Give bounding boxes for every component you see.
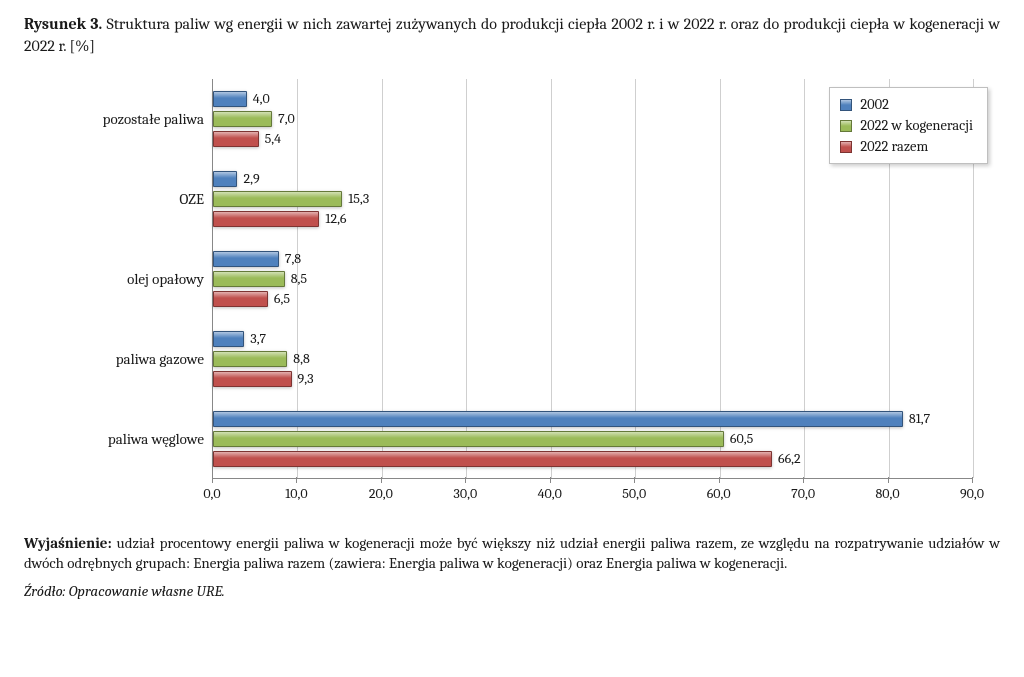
explanation: Wyjaśnienie: udział procentowy energii p… — [24, 533, 1000, 574]
bar-value-label: 7,8 — [285, 250, 301, 267]
legend-swatch — [840, 99, 852, 111]
x-tick-label: 20,0 — [369, 485, 393, 502]
bar-value-label: 4,0 — [253, 90, 270, 107]
x-tick-label: 10,0 — [285, 485, 307, 502]
legend-label: 2022 razem — [860, 138, 928, 155]
category-label: olej opałowy — [34, 270, 204, 288]
figure-title: Rysunek 3. Struktura paliw wg energii w … — [24, 14, 1000, 57]
bar — [213, 351, 287, 367]
bar-value-label: 3,7 — [250, 330, 266, 347]
x-tick-label: 30,0 — [453, 485, 477, 502]
bar — [213, 171, 237, 187]
fuel-structure-chart: pozostałe paliwa OZE olej opałowy paliwa ga… — [32, 79, 992, 519]
x-tick-label: 40,0 — [538, 485, 562, 502]
legend-label: 2002 — [860, 96, 889, 113]
category-label: paliwa węglowe — [34, 430, 204, 448]
x-tick-label: 50,0 — [622, 485, 646, 502]
bar-value-label: 5,4 — [265, 130, 281, 147]
legend-label: 2022 w kogeneracji — [860, 117, 973, 134]
bar-value-label: 2,9 — [243, 170, 259, 187]
legend-swatch — [840, 120, 852, 132]
bar — [213, 291, 268, 307]
bar-value-label: 7,0 — [278, 110, 295, 127]
x-tick-label: 90,0 — [960, 485, 984, 502]
bar — [213, 371, 292, 387]
legend-item: 2002 — [840, 94, 973, 115]
bar-value-label: 12,6 — [325, 210, 346, 227]
category-label: OZE — [34, 190, 204, 208]
category-label: pozostałe paliwa — [34, 110, 204, 128]
bar — [213, 251, 279, 267]
bar — [213, 111, 272, 127]
x-tick-label: 0,0 — [203, 485, 220, 502]
legend-item: 2022 w kogeneracji — [840, 115, 973, 136]
bar — [213, 411, 903, 427]
bar-value-label: 66,2 — [778, 450, 801, 467]
explanation-label: Wyjaśnienie: — [24, 534, 112, 552]
bar — [213, 331, 244, 347]
bar — [213, 131, 259, 147]
bar-value-label: 8,5 — [291, 270, 307, 287]
bar-value-label: 9,3 — [298, 370, 314, 387]
bar-value-label: 6,5 — [274, 290, 290, 307]
figure-title-label: Rysunek 3. — [24, 15, 102, 33]
bar — [213, 271, 285, 287]
bar — [213, 91, 247, 107]
figure-title-text: Struktura paliw wg energii w nich zawart… — [24, 15, 1000, 55]
legend: 2002 2022 w kogeneracji 2022 razem — [829, 87, 988, 164]
category-label: paliwa gazowe — [34, 350, 204, 368]
bar-value-label: 8,8 — [293, 350, 309, 367]
x-tick-label: 60,0 — [707, 485, 731, 502]
source-text: Źródło: Opracowanie własne URE. — [24, 582, 1000, 600]
bar-value-label: 60,5 — [730, 430, 753, 447]
bar — [213, 211, 319, 227]
x-tick-label: 80,0 — [875, 485, 899, 502]
bar-value-label: 81,7 — [909, 410, 930, 427]
x-tick-label: 70,0 — [791, 485, 815, 502]
bar — [213, 431, 724, 447]
legend-item: 2022 razem — [840, 136, 973, 157]
explanation-text: udział procentowy energii paliwa w kogen… — [24, 534, 1000, 572]
bar-value-label: 15,3 — [348, 190, 369, 207]
bar — [213, 451, 772, 467]
bar — [213, 191, 342, 207]
legend-swatch — [840, 141, 852, 153]
